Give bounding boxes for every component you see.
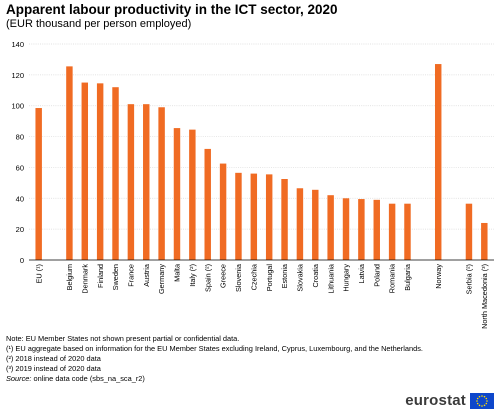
x-tick-label: Serbia (²): [465, 264, 474, 294]
x-tick-label: Czechia: [249, 263, 258, 290]
source-line: Source: online data code (sbs_na_sca_r2): [6, 374, 426, 384]
y-tick-label: 40: [16, 194, 24, 203]
bars: [35, 64, 488, 261]
y-tick-label: 100: [11, 102, 24, 111]
x-tick-label: Latvia: [357, 263, 366, 283]
bar: [235, 172, 242, 260]
bar: [35, 108, 42, 261]
x-tick-label: Lithuania: [326, 263, 335, 294]
note-line: (³) 2019 instead of 2020 data: [6, 364, 101, 373]
bar: [388, 203, 396, 260]
notes: Note: EU Member States not shown present…: [6, 334, 426, 384]
note-line: Note: EU Member States not shown present…: [6, 334, 240, 343]
bar: [250, 173, 258, 260]
x-tick-label: Germany: [157, 264, 166, 294]
x-tick-label: Sweden: [111, 264, 120, 290]
y-tick-label: 80: [16, 133, 24, 142]
bar: [296, 188, 304, 260]
source-text: online data code (sbs_na_sca_r2): [31, 374, 145, 383]
y-axis-ticks: 0 20 40 60 80 100 120 140: [11, 40, 24, 265]
bar: [312, 189, 319, 260]
x-tick-label: Austria: [142, 263, 151, 287]
y-tick-label: 0: [20, 256, 24, 265]
y-tick-label: 20: [16, 225, 24, 234]
x-tick-label: Hungary: [342, 264, 351, 292]
x-tick-label: Belgium: [65, 264, 74, 290]
eu-flag-icon: [470, 392, 494, 409]
bar: [373, 199, 380, 260]
x-tick-label: Spain (²): [203, 264, 212, 292]
bar: [265, 174, 273, 260]
bar: [434, 64, 442, 260]
x-tick-label: Italy (²): [188, 264, 197, 287]
bar: [112, 87, 119, 260]
y-tick-label: 140: [11, 40, 24, 49]
y-tick-label: 120: [11, 71, 24, 80]
bar: [327, 195, 334, 260]
x-tick-label: Poland: [372, 264, 381, 287]
x-tick-label: EU (¹): [34, 264, 43, 283]
bar: [96, 83, 104, 260]
bar: [143, 104, 150, 261]
x-tick-label: Finland: [96, 264, 105, 288]
x-tick-label: France: [126, 264, 135, 287]
x-tick-label: Bulgaria: [403, 263, 412, 291]
gridlines: [29, 43, 494, 230]
bar: [465, 203, 473, 260]
x-tick-label: Norway: [434, 264, 443, 289]
bar: [404, 203, 411, 260]
bar: [204, 148, 211, 260]
bar-chart: 0 20 40 60 80 100 120 140 EU (¹) Belgium Denmark F…: [11, 40, 494, 329]
x-tick-label: Portugal: [265, 264, 274, 292]
bar: [66, 66, 73, 260]
bar: [173, 128, 181, 260]
bar: [358, 199, 365, 260]
bar: [219, 163, 227, 260]
x-tick-label: Croatia: [311, 263, 320, 287]
x-axis-labels: EU (¹) Belgium Denmark Finland Sweden France A…: [34, 263, 489, 329]
x-tick-label: Slovakia: [296, 263, 305, 292]
bar: [81, 82, 89, 260]
bar: [281, 179, 288, 260]
bar: [127, 104, 135, 261]
eurostat-logo: eurostat: [405, 392, 494, 409]
x-tick-label: Malta: [173, 263, 182, 282]
bar: [481, 222, 488, 260]
source-label: Source:: [6, 374, 32, 383]
x-tick-label: Denmark: [80, 264, 89, 294]
bar: [342, 198, 350, 260]
chart-subtitle: (EUR thousand per person employed): [6, 18, 192, 30]
bar: [158, 107, 165, 260]
note-line: (¹) EU aggregate based on information fo…: [6, 344, 423, 353]
chart-title: Apparent labour productivity in the ICT …: [6, 2, 338, 17]
x-tick-label: Romania: [388, 263, 397, 293]
eurostat-logo-text: eurostat: [405, 392, 466, 409]
note-line: (²) 2018 instead of 2020 data: [6, 354, 101, 363]
x-tick-label: North Macedonia (³): [480, 264, 489, 329]
y-tick-label: 60: [16, 163, 24, 172]
x-tick-label: Greece: [219, 264, 228, 288]
bar: [189, 129, 196, 260]
x-tick-label: Estonia: [280, 263, 289, 288]
x-tick-label: Slovenia: [234, 263, 243, 292]
